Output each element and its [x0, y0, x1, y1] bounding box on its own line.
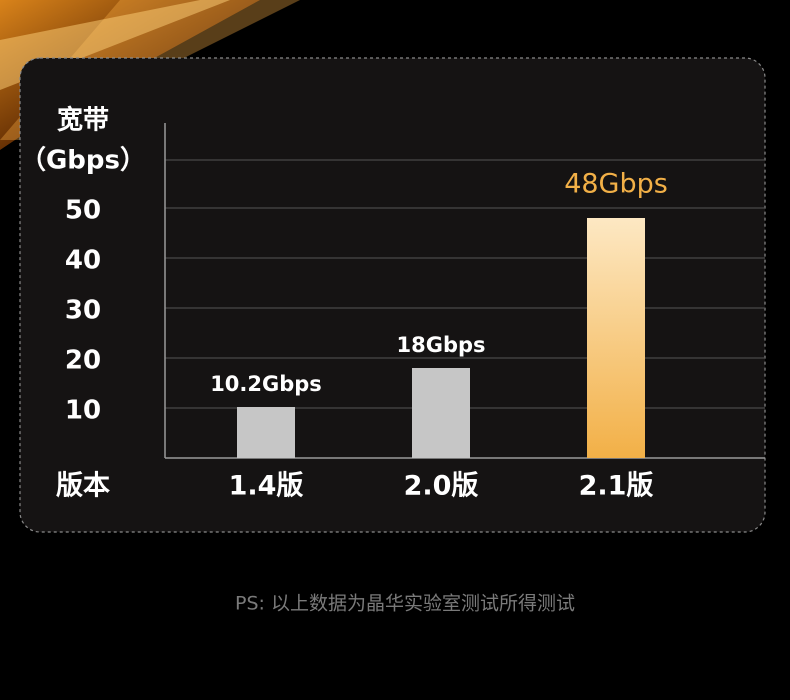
x-tick-label: 2.1版 — [579, 471, 654, 502]
x-axis-label: 版本 — [56, 471, 110, 502]
bar — [587, 218, 645, 458]
bar — [412, 368, 470, 458]
x-tick-label: 1.4版 — [229, 471, 304, 502]
value-label: 48Gbps — [564, 169, 668, 200]
chart-panel — [19, 57, 766, 533]
y-axis-label: （Gbps） — [20, 146, 146, 176]
value-label: 10.2Gbps — [210, 372, 322, 396]
note: PS: 以上数据为晶华实验室测试所得测试 — [235, 593, 575, 615]
value-label: 18Gbps — [396, 333, 485, 357]
y-tick-label: 10 — [65, 396, 101, 426]
y-tick-label: 30 — [65, 296, 101, 326]
bar — [237, 407, 295, 458]
y-tick-label: 40 — [65, 246, 101, 276]
x-tick-label: 2.0版 — [404, 471, 479, 502]
y-tick-label: 50 — [65, 196, 101, 226]
y-axis-label: 宽带 — [57, 105, 109, 136]
y-tick-label: 20 — [65, 346, 101, 376]
